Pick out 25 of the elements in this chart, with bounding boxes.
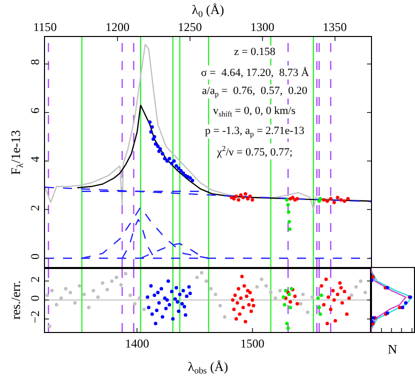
annotation: χ$^{2}$/ν = 0.75, 0.77; [216,144,293,159]
annotation: v$_{shift}$ = 0, 0, 0 km/s [213,105,296,118]
x-tick-label: 1500 [240,336,264,350]
annotation: z = 0.158 [234,46,276,58]
x-axis-title: λ$_{obs}$ (Å) [188,359,228,376]
y-tick-label: 0 [28,253,42,260]
y-tick-label: 6 [28,108,42,114]
annotation: p = -1.3, a$_{p}$ = 2.71e-13 [205,125,305,138]
x2-tick-label: 1200 [105,20,130,34]
y-axis-title: res./err. [8,280,24,320]
x2-tick-label: 1350 [322,20,347,34]
y-tick-label: 0 [28,295,42,302]
x-tick-label: 1400 [125,336,150,350]
x2-tick-label: 1250 [178,20,202,34]
x-axis-title: N [388,342,398,357]
y-tick-label: −2 [28,310,42,324]
y-tick-label: 2 [28,276,42,282]
x2-tick-label: 1300 [250,20,274,34]
x2-axis-title: λ$_{0}$ (Å) [192,2,224,19]
annotation: σ = 4.64, 17.20, 8.73 Å [201,66,310,79]
y-tick-label: 2 [28,204,42,211]
y-tick-label: 4 [28,156,42,162]
annotation: a/a$_{p}$ = 0.76, 0.57, 0.20 [202,85,308,98]
x2-tick-label: 1150 [33,20,57,34]
y-tick-label: 8 [28,58,42,65]
